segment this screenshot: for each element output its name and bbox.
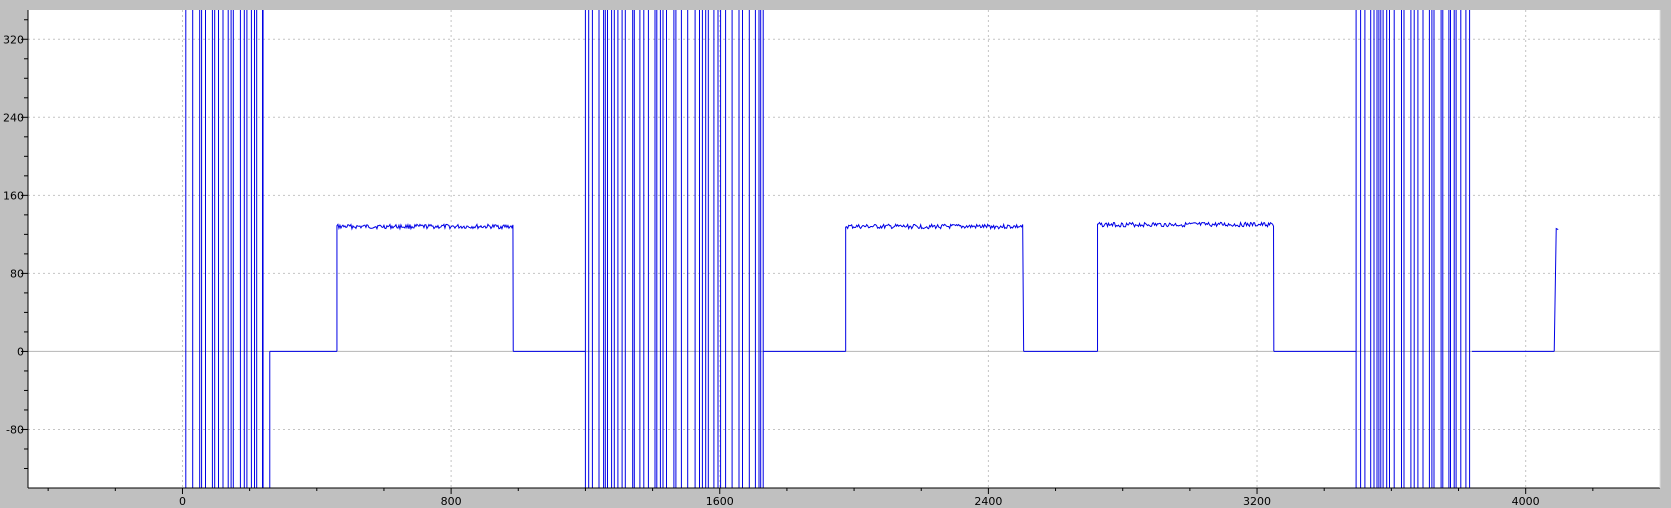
y-tick-label: -80: [6, 423, 24, 436]
series-burst-segment: [185, 10, 263, 488]
y-tick-label: 80: [10, 267, 24, 280]
y-tick-label: 160: [3, 189, 24, 202]
x-tick-label: 800: [441, 495, 462, 508]
series-plateau-segment: [1097, 221, 1275, 352]
x-tick-label: 0: [179, 495, 186, 508]
plot-background: [28, 10, 1660, 488]
series-plateau-segment: [845, 222, 1025, 352]
series-burst-segment: [584, 10, 764, 488]
series-burst-segment: [1355, 10, 1471, 488]
y-tick-label: 320: [3, 33, 24, 46]
y-tick-label: 240: [3, 111, 24, 124]
series-rise-segment: [1553, 227, 1559, 352]
y-tick-label: 0: [17, 345, 24, 358]
x-tick-label: 3200: [1243, 495, 1271, 508]
x-tick-label: 4000: [1512, 495, 1540, 508]
x-tick-label: 1600: [706, 495, 734, 508]
data-series: [185, 10, 1559, 488]
series-plateau-segment: [336, 223, 514, 352]
x-tick-label: 2400: [974, 495, 1002, 508]
